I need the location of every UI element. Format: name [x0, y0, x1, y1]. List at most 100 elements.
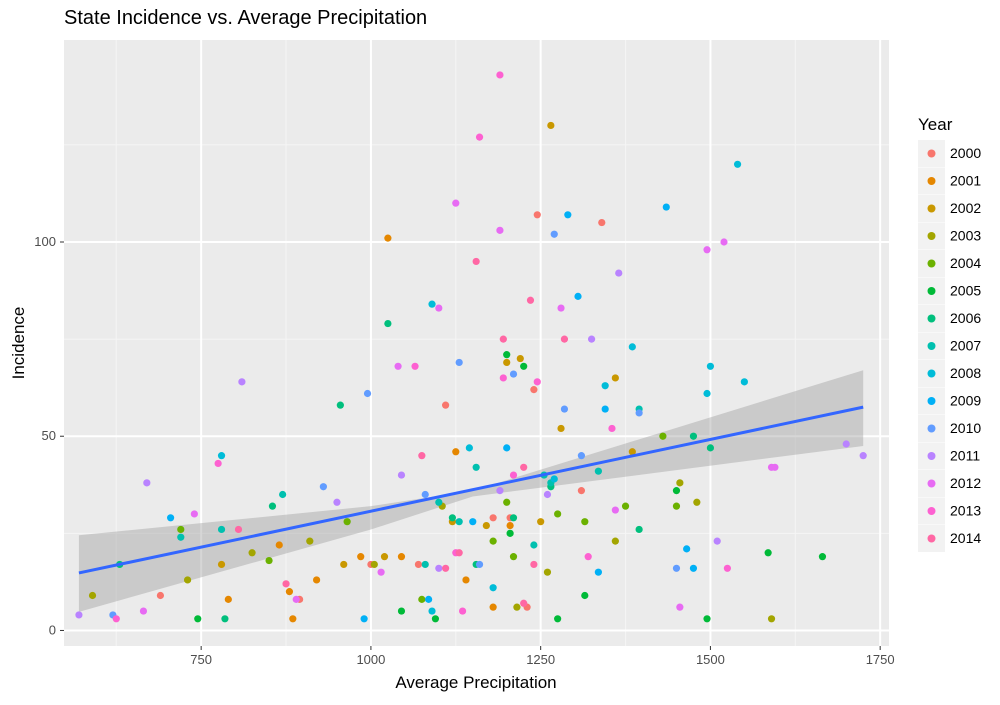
- data-point-2011: [713, 537, 721, 545]
- data-point-2008: [740, 378, 748, 386]
- data-point-2011: [615, 269, 623, 277]
- data-point-2002: [537, 518, 545, 526]
- data-point-2003: [676, 479, 684, 487]
- data-point-2004: [489, 537, 497, 545]
- data-point-2011: [75, 611, 83, 619]
- data-point-2005: [764, 549, 772, 557]
- data-point-2004: [265, 556, 273, 565]
- legend-items: 2000 2001 2002 2003 2004 2005 2006 2007 2008 2009…: [918, 140, 981, 552]
- data-point-2009: [469, 518, 477, 526]
- data-point-2003: [543, 568, 552, 576]
- data-point-2013: [723, 564, 731, 572]
- data-point-2001: [224, 595, 232, 603]
- data-point-2001: [275, 541, 283, 549]
- data-point-2005: [581, 591, 589, 600]
- data-point-2007: [177, 533, 185, 541]
- data-point-2000: [489, 514, 497, 522]
- x-axis: 750 1000 1250 1500 1750: [190, 646, 895, 667]
- legend-dot-2013: [927, 507, 936, 515]
- legend-dot-2007: [927, 342, 936, 350]
- data-point-2004: [418, 595, 426, 603]
- data-point-2012: [377, 568, 385, 576]
- data-point-2014: [442, 564, 450, 572]
- legend-dot-2012: [927, 479, 936, 488]
- legend-label: 2009: [950, 393, 981, 409]
- data-point-2005: [506, 529, 514, 537]
- data-point-2012: [703, 246, 711, 254]
- data-point-2005: [431, 615, 440, 623]
- data-point-2001: [384, 234, 392, 242]
- data-point-2010: [509, 370, 518, 378]
- data-point-2013: [496, 71, 504, 79]
- data-point-2008: [489, 584, 497, 592]
- data-point-2008: [550, 475, 558, 483]
- data-point-2002: [557, 424, 565, 433]
- data-point-2009: [503, 444, 511, 452]
- data-point-2000: [156, 591, 165, 600]
- data-point-2005: [703, 615, 711, 623]
- data-point-2003: [248, 549, 256, 557]
- data-point-2012: [394, 362, 402, 370]
- legend-dot-2003: [927, 232, 936, 240]
- data-point-2012: [139, 607, 148, 615]
- data-point-2012: [767, 463, 776, 471]
- y-tick-label: 100: [34, 234, 56, 249]
- data-point-2013: [608, 424, 616, 433]
- data-point-2008: [465, 444, 473, 452]
- data-point-2008: [428, 300, 436, 308]
- data-point-2011: [435, 564, 443, 572]
- data-point-2013: [214, 459, 222, 468]
- data-point-2012: [557, 304, 565, 312]
- data-point-2014: [472, 257, 480, 266]
- data-point-2007: [421, 560, 429, 569]
- data-point-2006: [336, 401, 344, 409]
- data-point-2013: [509, 471, 518, 479]
- data-point-2003: [370, 560, 378, 569]
- data-point-2013: [499, 374, 507, 382]
- legend-dot-2009: [927, 397, 936, 405]
- data-point-2014: [526, 296, 535, 304]
- data-point-2011: [238, 378, 246, 386]
- data-point-2004: [659, 432, 667, 440]
- data-point-2010: [319, 483, 327, 491]
- data-point-2009: [360, 615, 368, 623]
- data-point-2001: [285, 588, 294, 596]
- data-point-2012: [292, 595, 300, 603]
- data-point-2014: [560, 335, 569, 343]
- legend-label: 2008: [950, 365, 981, 381]
- data-point-2009: [594, 568, 602, 576]
- data-point-2008: [706, 362, 715, 370]
- data-point-2007: [472, 463, 480, 471]
- legend-dot-2001: [927, 177, 936, 185]
- data-point-2002: [380, 553, 389, 561]
- data-point-2008: [217, 452, 226, 460]
- data-point-2010: [363, 389, 372, 398]
- data-point-2004: [503, 498, 511, 506]
- data-point-2011: [333, 498, 341, 506]
- legend-label: 2013: [950, 503, 981, 519]
- data-point-2014: [234, 525, 243, 534]
- data-point-2012: [676, 603, 684, 611]
- legend-dot-2000: [927, 149, 936, 158]
- data-point-2004: [177, 525, 185, 534]
- data-point-2002: [503, 358, 511, 367]
- data-point-2001: [397, 553, 406, 561]
- data-point-2004: [581, 518, 589, 526]
- x-axis-label: Average Precipitation: [395, 673, 556, 692]
- legend-label: 2007: [950, 338, 981, 354]
- data-point-2013: [112, 615, 120, 623]
- data-point-2007: [217, 525, 226, 534]
- data-point-2009: [662, 203, 670, 211]
- legend-label: 2006: [950, 310, 981, 326]
- data-point-2004: [554, 510, 562, 518]
- data-point-2005: [672, 487, 681, 495]
- data-point-2000: [414, 560, 423, 569]
- data-point-2010: [672, 564, 681, 572]
- data-point-2005: [554, 615, 562, 623]
- data-point-2000: [533, 211, 541, 219]
- data-point-2011: [587, 335, 596, 343]
- data-point-2001: [462, 576, 470, 584]
- legend-dot-2005: [927, 287, 936, 295]
- data-point-2014: [418, 452, 426, 460]
